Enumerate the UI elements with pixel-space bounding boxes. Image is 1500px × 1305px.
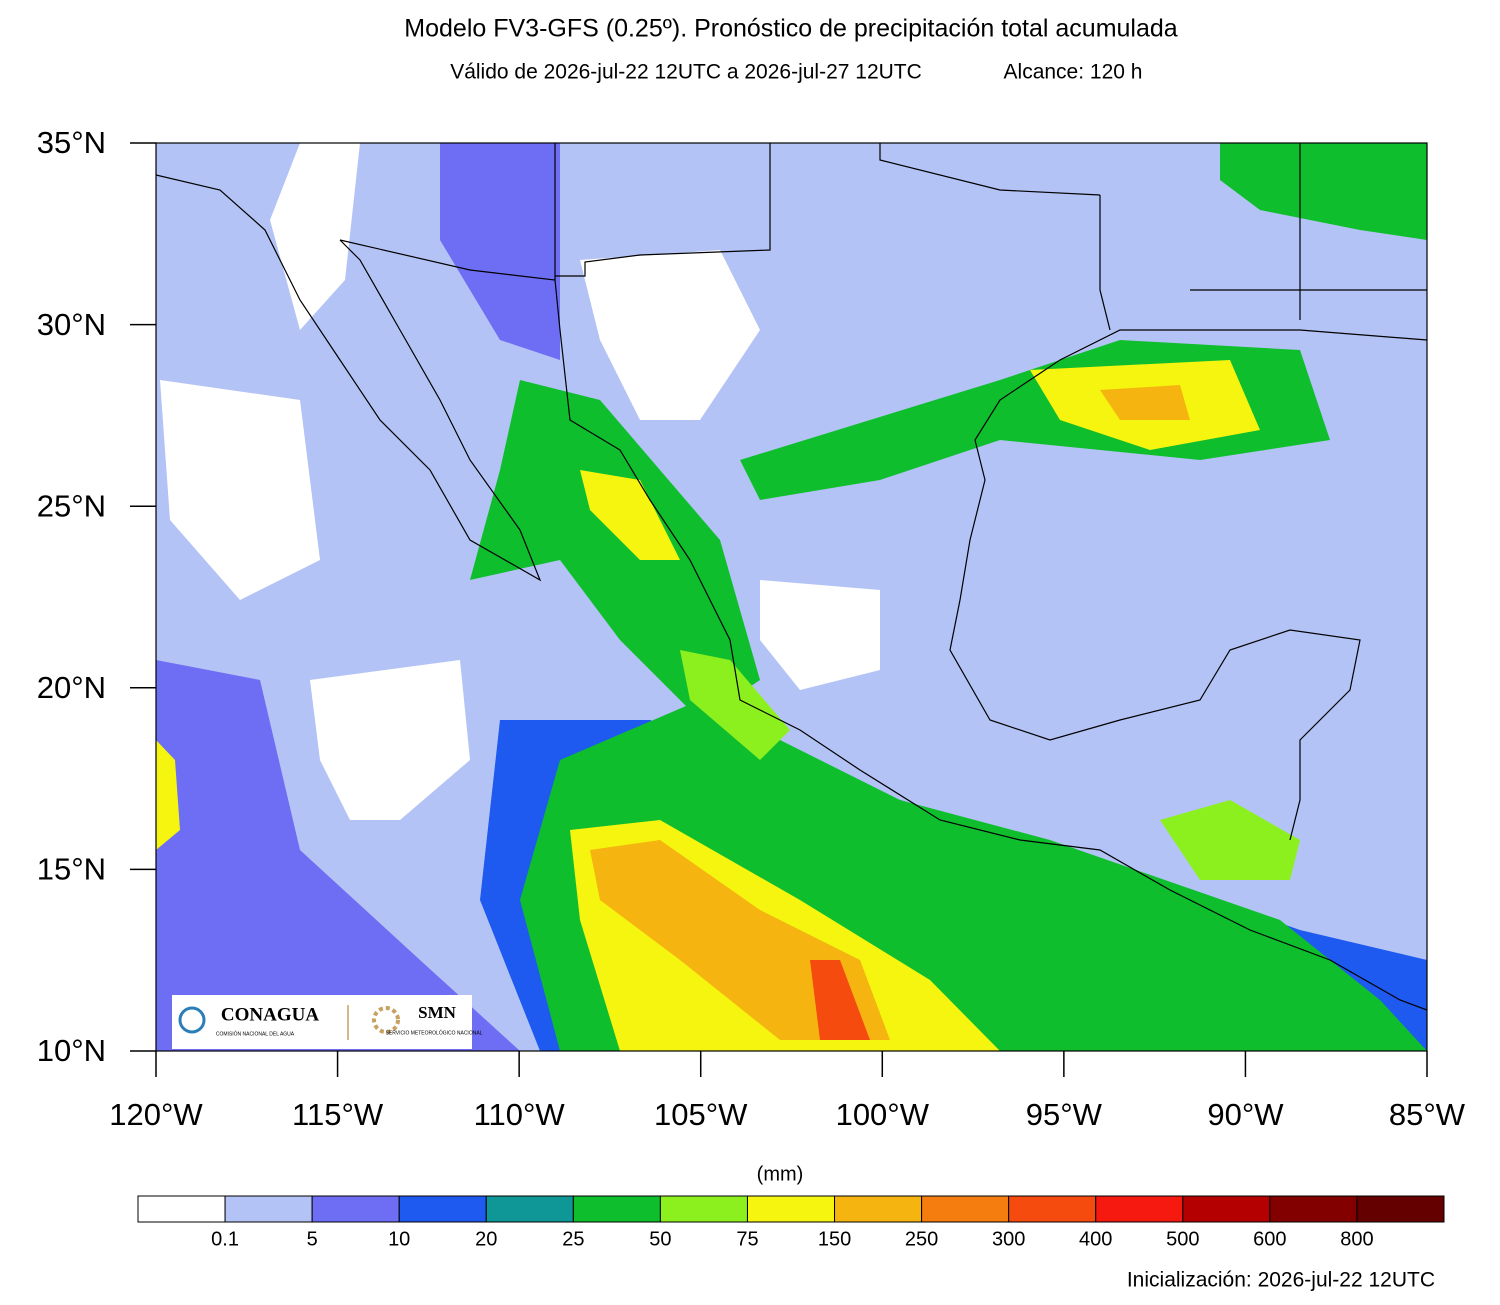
lon-label: 120°W (109, 1097, 203, 1132)
colorbar-box (1095, 1195, 1184, 1223)
colorbar-label: 10 (388, 1228, 410, 1250)
colorbar-label: 25 (562, 1228, 584, 1250)
colorbar-box (1356, 1195, 1445, 1223)
colorbar-unit: (mm) (757, 1163, 804, 1185)
colorbar-label: 50 (649, 1228, 671, 1250)
conagua-name: CONAGUA (221, 1004, 319, 1025)
colorbar-box (137, 1195, 226, 1223)
lon-label: 110°W (474, 1097, 566, 1132)
colorbar-box (398, 1195, 487, 1223)
colorbar-box (1008, 1195, 1097, 1223)
colorbar-box (921, 1195, 1010, 1223)
lon-label: 115°W (292, 1097, 384, 1132)
colorbar-label: 0.1 (211, 1228, 239, 1250)
lon-label: 85°W (1389, 1097, 1466, 1132)
conagua-icon (178, 1006, 206, 1034)
colorbar: 0.1 5 10 20 25 50 75 150 250 300 400 500 600 800 (137, 1195, 1445, 1250)
colorbar-box (1269, 1195, 1358, 1223)
lat-label: 20°N (37, 670, 106, 705)
smn-name: SMN (418, 1003, 457, 1022)
colorbar-box (311, 1195, 400, 1223)
colorbar-label: 800 (1340, 1228, 1373, 1250)
lat-label: 10°N (37, 1033, 106, 1068)
colorbar-box (572, 1195, 661, 1223)
logo-box (172, 995, 472, 1049)
lat-label: 15°N (37, 852, 106, 887)
lon-label: 100°W (836, 1097, 930, 1132)
smn-sub: SERVICIO METEOROLÓGICO NACIONAL (386, 1029, 483, 1036)
lon-label: 95°W (1026, 1097, 1103, 1132)
colorbar-box (485, 1195, 574, 1223)
lat-label: 25°N (37, 488, 106, 523)
colorbar-box (659, 1195, 748, 1223)
smn-icon (372, 1006, 400, 1034)
coastlines (156, 143, 1427, 1011)
range: Alcance: 120 h (1004, 61, 1143, 84)
colorbar-box (834, 1195, 923, 1223)
lon-label: 105°W (654, 1097, 748, 1132)
conagua-sub: COMISIÓN NACIONAL DEL AGUA (216, 1030, 295, 1037)
footer: Inicialización: 2026-jul-22 12UTC (1127, 1269, 1435, 1292)
map-frame (155, 142, 1428, 1052)
colorbar-label: 300 (992, 1228, 1025, 1250)
colorbar-box (1182, 1195, 1271, 1223)
lat-label: 35°N (37, 125, 106, 160)
colorbar-label: 400 (1079, 1228, 1112, 1250)
lat-label: 30°N (37, 307, 106, 342)
subtitle: Válido de 2026-jul-22 12UTC a 2026-jul-2… (450, 61, 922, 84)
colorbar-label: 250 (905, 1228, 938, 1250)
colorbar-label: 5 (307, 1228, 318, 1250)
precip-field (156, 143, 1427, 1051)
lon-label: 90°W (1207, 1097, 1284, 1132)
colorbar-label: 150 (818, 1228, 851, 1250)
title: Modelo FV3-GFS (0.25º). Pronóstico de pr… (404, 15, 1177, 43)
colorbar-label: 600 (1253, 1228, 1286, 1250)
colorbar-box (224, 1195, 313, 1223)
colorbar-label: 75 (736, 1228, 758, 1250)
colorbar-label: 500 (1166, 1228, 1199, 1250)
colorbar-label: 20 (475, 1228, 497, 1250)
colorbar-box (746, 1195, 836, 1223)
